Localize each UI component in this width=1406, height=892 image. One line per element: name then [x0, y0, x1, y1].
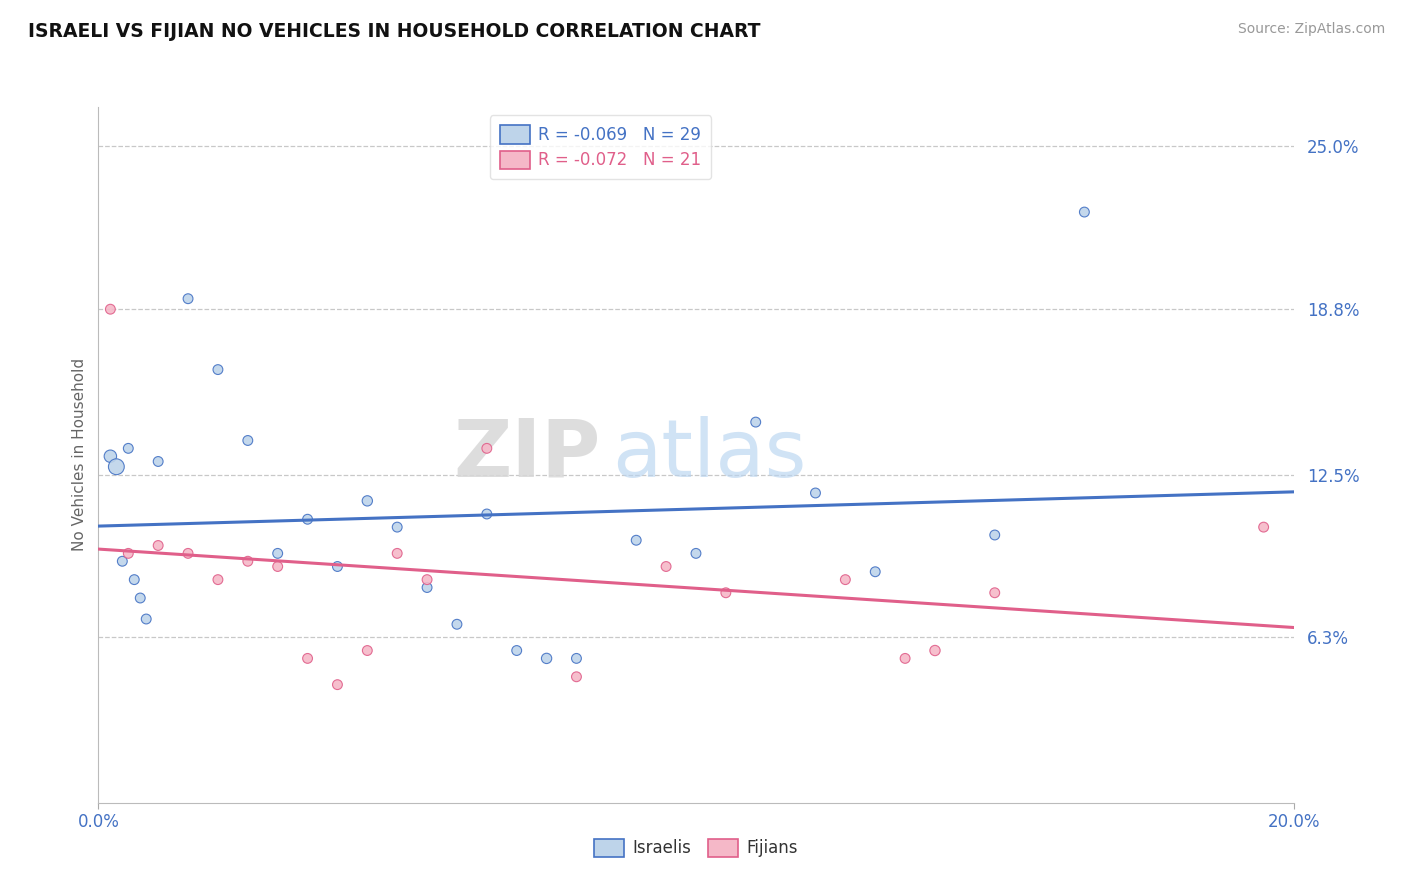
Point [416, 573, 439, 587]
Point [475, 507, 498, 521]
Point [326, 559, 349, 574]
Point [475, 442, 498, 456]
Point [714, 586, 737, 600]
Point [207, 362, 229, 376]
Point [924, 643, 946, 657]
Point [135, 612, 157, 626]
Point [356, 494, 378, 508]
Point [1253, 520, 1275, 534]
Point [207, 573, 229, 587]
Point [506, 643, 529, 657]
Text: Source: ZipAtlas.com: Source: ZipAtlas.com [1237, 22, 1385, 37]
Point [117, 546, 139, 560]
Point [236, 434, 259, 448]
Point [236, 554, 259, 568]
Point [834, 573, 856, 587]
Point [98, 449, 122, 463]
Legend: Israelis, Fijians: Israelis, Fijians [588, 832, 804, 864]
Point [297, 512, 319, 526]
Point [124, 573, 146, 587]
Point [804, 486, 827, 500]
Point [624, 533, 647, 548]
Text: ISRAELI VS FIJIAN NO VEHICLES IN HOUSEHOLD CORRELATION CHART: ISRAELI VS FIJIAN NO VEHICLES IN HOUSEHO… [28, 22, 761, 41]
Point [385, 520, 409, 534]
Point [983, 528, 1005, 542]
Text: ZIP: ZIP [453, 416, 600, 494]
Point [416, 581, 439, 595]
Point [565, 651, 588, 665]
Point [267, 559, 290, 574]
Point [148, 454, 170, 468]
Point [1073, 205, 1095, 219]
Point [745, 415, 768, 429]
Point [267, 546, 290, 560]
Point [129, 591, 152, 605]
Point [177, 292, 200, 306]
Point [111, 554, 134, 568]
Point [148, 539, 170, 553]
Point [98, 302, 122, 317]
Point [297, 651, 319, 665]
Point [446, 617, 468, 632]
Point [177, 546, 200, 560]
Y-axis label: No Vehicles in Household: No Vehicles in Household [72, 359, 87, 551]
Point [983, 586, 1005, 600]
Point [105, 459, 128, 474]
Point [385, 546, 409, 560]
Text: atlas: atlas [612, 416, 807, 494]
Point [326, 678, 349, 692]
Point [536, 651, 558, 665]
Point [863, 565, 886, 579]
Point [655, 559, 678, 574]
Point [565, 670, 588, 684]
Point [894, 651, 917, 665]
Point [117, 442, 139, 456]
Point [356, 643, 378, 657]
Point [685, 546, 707, 560]
